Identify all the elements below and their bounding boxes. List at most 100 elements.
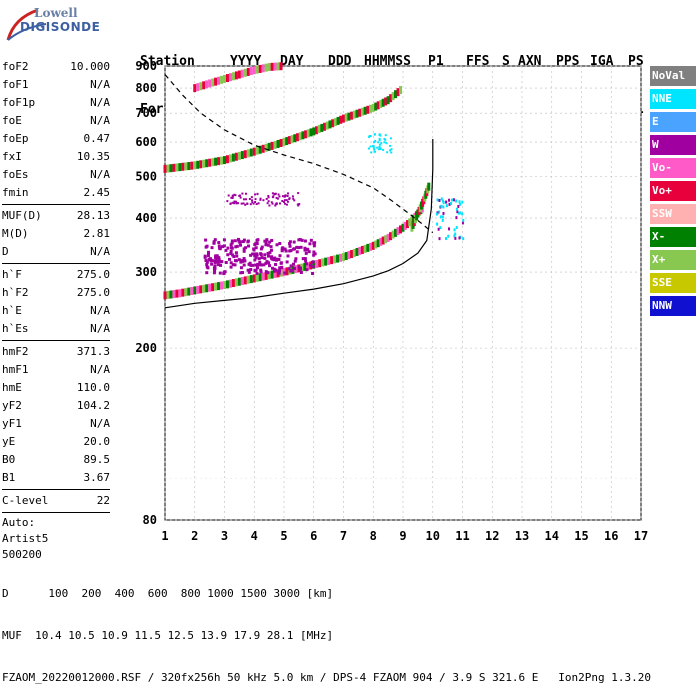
w-echo-dot	[285, 199, 288, 202]
echo-dot	[190, 161, 194, 170]
param-row: h`F2 275.0	[2, 284, 110, 302]
w-echo-dot	[274, 203, 277, 206]
w-echo-dot	[303, 257, 307, 261]
param-name: hmF2	[2, 345, 29, 358]
w-echo-dot	[297, 192, 300, 195]
echo-dot	[208, 79, 212, 88]
echo-dot	[427, 182, 431, 191]
w-echo-dot	[221, 245, 225, 249]
nne-echo-dot	[385, 142, 388, 145]
w-echo-dot	[210, 262, 214, 266]
w-echo-dot	[227, 257, 231, 261]
cusp-echo-dot	[462, 237, 465, 241]
auto-scaling-line: Auto:	[2, 516, 36, 529]
params-divider	[2, 263, 110, 264]
w-echo-dot	[263, 253, 267, 257]
w-echo-dot	[231, 194, 234, 197]
cusp-echo-dot	[459, 202, 462, 206]
echo-dot	[205, 284, 209, 293]
w-echo-dot	[241, 271, 245, 275]
echo-dot	[325, 121, 329, 130]
echo-dot	[312, 127, 316, 136]
echo-dot	[246, 275, 250, 284]
w-echo-dot	[218, 271, 222, 275]
w-echo-dot	[267, 194, 270, 197]
params-divider	[2, 340, 110, 341]
echo-dot	[352, 248, 356, 257]
w-echo-dot	[251, 201, 254, 204]
w-echo-dot	[254, 201, 257, 204]
echo-dot	[371, 241, 375, 250]
w-echo-dot	[285, 260, 289, 264]
x-tick-label: 7	[340, 529, 347, 543]
w-echo-dot	[272, 267, 276, 271]
echo-dot	[175, 163, 179, 172]
echo-dot	[355, 247, 359, 256]
echo-dot	[374, 102, 378, 111]
w-echo-dot	[259, 253, 263, 257]
echo-dot	[228, 154, 232, 163]
w-echo-dot	[301, 257, 305, 261]
w-echo-dot	[237, 258, 241, 262]
w-echo-dot	[242, 257, 246, 261]
nne-echo-dot	[374, 139, 377, 142]
w-echo-dot	[266, 202, 269, 205]
w-echo-dot	[214, 254, 218, 258]
w-echo-dot	[295, 245, 299, 249]
echo-dot	[360, 245, 364, 254]
echo-dot	[202, 284, 206, 293]
w-echo-dot	[286, 192, 289, 195]
w-echo-dot	[278, 195, 281, 198]
echo-dot	[285, 137, 289, 146]
echo-dot	[358, 108, 362, 117]
echo-dot	[363, 244, 367, 253]
w-echo-dot	[283, 195, 286, 198]
w-echo-dot	[222, 238, 226, 242]
w-echo-dot	[263, 239, 267, 243]
w-echo-dot	[210, 246, 214, 250]
param-value: 0.47	[83, 132, 111, 145]
echo-dot	[287, 136, 291, 145]
echo-dot	[264, 143, 268, 152]
echo-dot	[408, 218, 412, 227]
echo-dot	[261, 144, 265, 153]
w-echo-dot	[247, 270, 251, 274]
echo-dot	[285, 267, 289, 276]
x-tick-label: 17	[634, 529, 648, 543]
echo-dot	[279, 268, 283, 277]
param-value: 89.5	[83, 453, 111, 466]
param-value: 275.0	[76, 286, 110, 299]
w-echo-dot	[299, 270, 303, 274]
echo-dot	[246, 67, 250, 76]
w-echo-dot	[229, 261, 233, 265]
cusp-echo-dot	[459, 211, 462, 215]
echo-dot	[166, 290, 170, 299]
w-echo-dot	[269, 245, 273, 249]
w-echo-dot	[246, 202, 249, 205]
auto-scaling-line: 500200	[2, 548, 42, 561]
echo-dot	[342, 114, 345, 123]
w-echo-dot	[255, 242, 259, 246]
echo-dot	[389, 94, 393, 103]
echo-dot	[163, 291, 167, 300]
w-echo-dot	[266, 243, 270, 247]
cusp-echo-dot	[450, 201, 453, 205]
w-echo-dot	[313, 241, 317, 245]
echo-dot	[252, 147, 256, 156]
param-value: N/A	[90, 168, 110, 181]
cusp-echo-dot	[454, 232, 457, 236]
w-echo-dot	[277, 257, 281, 261]
nne-echo-dot	[384, 134, 387, 137]
echo-dot	[193, 161, 197, 170]
w-echo-dot	[264, 243, 268, 247]
cusp-echo-dot	[439, 226, 442, 230]
echo-dot	[231, 153, 235, 162]
nne-echo-dot	[378, 137, 381, 140]
echo-dot	[217, 157, 221, 166]
w-echo-dot	[288, 244, 292, 248]
echo-dot	[347, 251, 351, 260]
w-echo-dot	[312, 250, 316, 254]
w-echo-dot	[260, 263, 264, 267]
echo-dot	[323, 122, 327, 131]
param-name: h`F2	[2, 286, 29, 299]
